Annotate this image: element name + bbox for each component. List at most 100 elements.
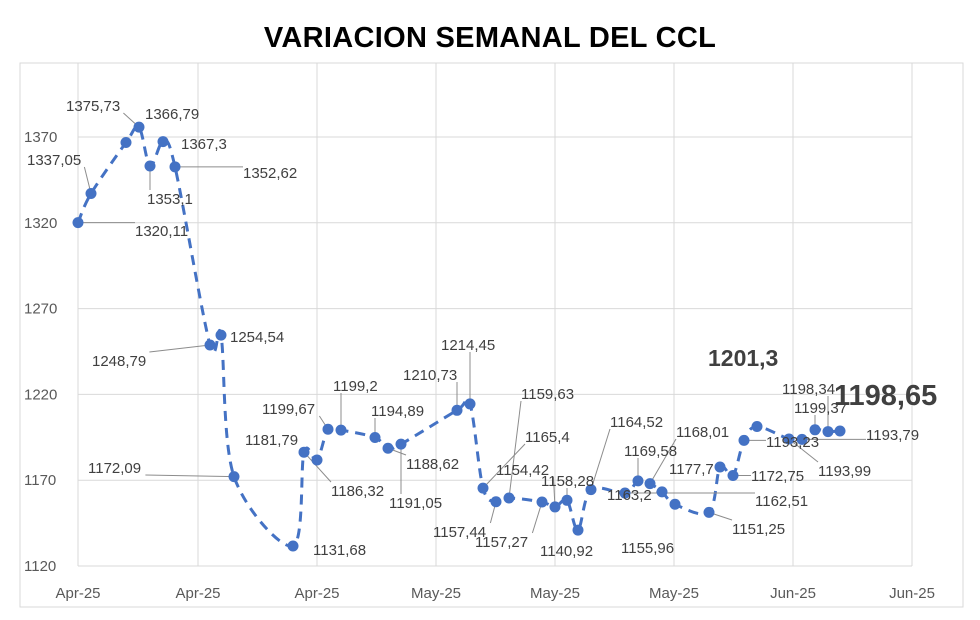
- leader-line: [482, 443, 526, 489]
- data-label: 1158,28: [541, 473, 594, 490]
- data-point: [157, 136, 169, 148]
- leader-line: [303, 451, 332, 483]
- leader-line: [788, 438, 819, 463]
- data-point: [549, 501, 561, 513]
- data-point: [311, 454, 323, 466]
- chart-title: VARIACION SEMANAL DEL CCL: [263, 22, 717, 54]
- data-label: 1188,62: [406, 456, 459, 473]
- data-label: 1157,27: [475, 534, 528, 551]
- data-label: 1163,2: [607, 487, 652, 504]
- plot-border: [19, 62, 964, 608]
- data-point: [382, 442, 394, 454]
- data-label: 1164,52: [610, 414, 663, 431]
- data-point: [783, 433, 795, 445]
- data-points: [72, 121, 846, 552]
- x-tick-label: Apr-25: [175, 585, 220, 602]
- data-label: 1337,05: [27, 152, 81, 169]
- data-point: [632, 475, 644, 487]
- data-point: [322, 423, 334, 435]
- data-point: [287, 540, 299, 552]
- data-label: 1198,34: [782, 381, 835, 398]
- data-point: [85, 188, 97, 200]
- x-tick-label: May-25: [411, 585, 461, 602]
- data-label: 1157,44: [433, 524, 486, 541]
- data-label: 1193,23: [766, 434, 819, 451]
- data-point: [477, 482, 489, 494]
- data-point: [727, 469, 739, 481]
- x-axis-ticks: Apr-25 Apr-25 Apr-25 May-25 May-25 May-25 Jun-…: [55, 585, 934, 602]
- data-point: [834, 425, 846, 437]
- data-point: [585, 484, 597, 496]
- data-label: 1366,79: [145, 106, 199, 123]
- data-label: 1151,25: [732, 521, 785, 538]
- data-point: [656, 486, 668, 498]
- data-label: 1210,73: [403, 367, 457, 384]
- data-point: [169, 161, 181, 173]
- data-point: [714, 461, 726, 473]
- data-label: 1194,89: [371, 403, 424, 420]
- x-tick-label: Apr-25: [294, 585, 339, 602]
- leader-line: [508, 400, 522, 499]
- data-point: [72, 217, 84, 229]
- y-tick-label: 1120: [24, 558, 56, 575]
- x-tick-label: Apr-25: [55, 585, 100, 602]
- data-label: 1155,96: [621, 540, 674, 557]
- data-label: 1193,99: [818, 463, 871, 480]
- leader-line: [590, 428, 611, 490]
- data-label: 1353,1: [147, 191, 193, 208]
- data-point: [120, 137, 132, 149]
- data-point: [144, 160, 156, 172]
- data-label: 1248,79: [92, 353, 146, 370]
- data-point: [451, 404, 463, 416]
- data-point: [464, 398, 476, 410]
- data-label: 1199,2: [333, 378, 378, 395]
- y-tick-label: 1320: [24, 215, 57, 232]
- data-point: [796, 433, 808, 445]
- data-label: 1162,51: [755, 493, 808, 510]
- leader-line: [649, 438, 677, 484]
- data-label: 1198,65: [834, 380, 937, 412]
- y-tick-label: 1170: [24, 472, 56, 489]
- data-label: 1199,67: [262, 401, 315, 418]
- data-point: [572, 524, 584, 536]
- data-label: 1320,11: [135, 223, 188, 240]
- data-label: 1191,05: [389, 495, 442, 512]
- data-point: [503, 492, 515, 504]
- data-point: [298, 446, 310, 458]
- data-label: 1159,63: [521, 386, 574, 403]
- data-label: 1140,92: [540, 543, 593, 560]
- data-labels: 1320,11 1337,05 1366,79 1375,73 1353,1 1367,3…: [27, 98, 937, 560]
- data-point: [335, 424, 347, 436]
- data-point: [490, 496, 502, 508]
- data-point: [619, 487, 631, 499]
- data-point: [644, 478, 656, 490]
- data-label: 1254,54: [230, 329, 284, 346]
- data-label: 1201,3: [708, 345, 778, 371]
- x-tick-label: May-25: [649, 585, 699, 602]
- data-point: [215, 329, 227, 341]
- gridlines: [77, 63, 913, 567]
- data-point: [395, 438, 407, 450]
- data-label: 1165,4: [525, 429, 570, 446]
- y-tick-label: 1220: [24, 386, 57, 403]
- data-label: 1172,09: [88, 460, 141, 477]
- data-label: 1214,45: [441, 337, 495, 354]
- data-label: 1181,79: [245, 432, 298, 449]
- data-label: 1193,79: [866, 427, 919, 444]
- data-label: 1375,73: [66, 98, 120, 115]
- data-label: 1352,62: [243, 165, 297, 182]
- data-label: 1172,75: [751, 468, 804, 485]
- data-point: [703, 506, 715, 518]
- data-point: [809, 424, 821, 436]
- leader-line: [149, 344, 211, 353]
- leader-lines: [78, 112, 866, 534]
- data-label: 1154,42: [496, 462, 549, 479]
- data-label: 1367,3: [181, 136, 227, 153]
- data-label: 1169,58: [624, 443, 677, 460]
- data-label: 1177,7: [669, 461, 714, 478]
- data-point: [228, 471, 240, 483]
- data-point: [561, 494, 573, 506]
- data-point: [204, 339, 216, 351]
- y-tick-label: 1270: [24, 301, 57, 318]
